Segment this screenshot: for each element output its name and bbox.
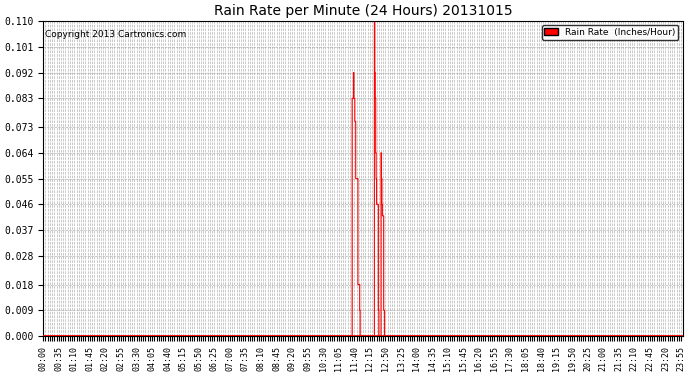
Legend: Rain Rate  (Inches/Hour): Rain Rate (Inches/Hour) bbox=[542, 25, 678, 40]
Text: Copyright 2013 Cartronics.com: Copyright 2013 Cartronics.com bbox=[45, 30, 186, 39]
Title: Rain Rate per Minute (24 Hours) 20131015: Rain Rate per Minute (24 Hours) 20131015 bbox=[214, 4, 513, 18]
